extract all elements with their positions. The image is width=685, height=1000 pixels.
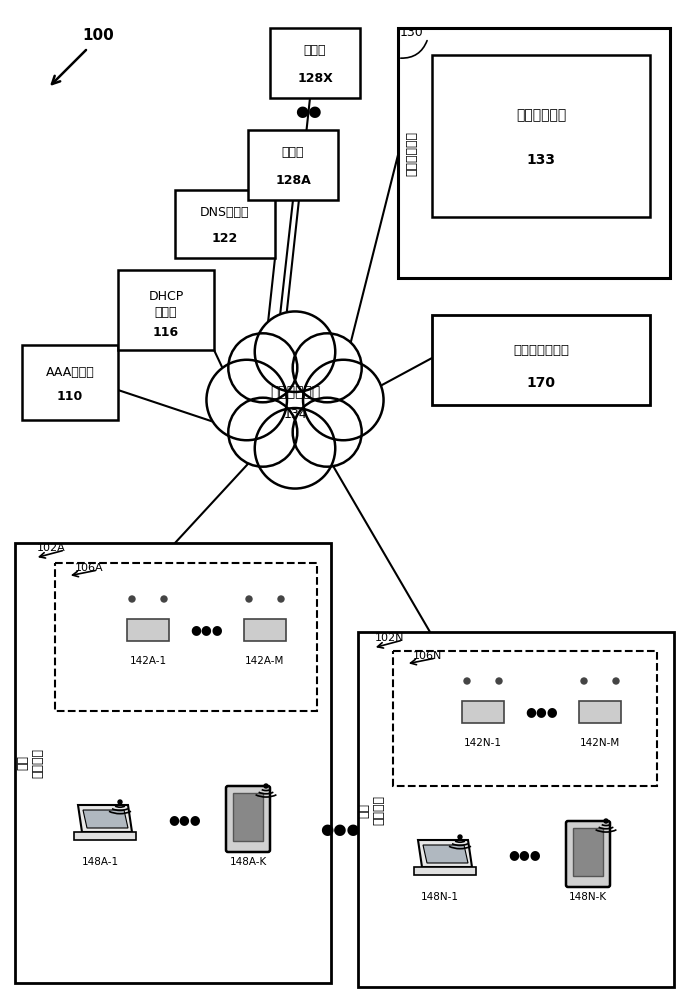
Text: 110: 110 [57, 390, 83, 403]
Text: ●●●: ●●● [169, 814, 201, 826]
Text: ●●●: ●●● [320, 822, 360, 838]
Circle shape [255, 311, 335, 392]
FancyBboxPatch shape [118, 270, 214, 350]
FancyBboxPatch shape [432, 55, 650, 217]
Polygon shape [78, 805, 132, 832]
FancyBboxPatch shape [22, 345, 118, 420]
Text: 位置确定服务器: 位置确定服务器 [513, 344, 569, 357]
Text: ●●●: ●●● [525, 706, 558, 718]
Circle shape [292, 398, 362, 467]
FancyBboxPatch shape [579, 701, 621, 723]
Polygon shape [418, 840, 472, 867]
FancyBboxPatch shape [233, 793, 263, 841]
Circle shape [613, 678, 619, 684]
Text: 虚拟网络助理: 虚拟网络助理 [516, 108, 566, 122]
Text: 站点
无线网络: 站点 无线网络 [357, 795, 385, 825]
FancyBboxPatch shape [270, 28, 360, 98]
Text: DNS服务器: DNS服务器 [200, 206, 250, 219]
Text: 102N: 102N [375, 633, 405, 643]
Text: AAA服务器: AAA服务器 [46, 366, 95, 379]
FancyBboxPatch shape [15, 543, 331, 983]
Polygon shape [414, 867, 476, 875]
Circle shape [604, 819, 608, 823]
FancyBboxPatch shape [226, 786, 270, 852]
Text: 170: 170 [527, 376, 556, 390]
FancyBboxPatch shape [573, 828, 603, 876]
Text: 148N-1: 148N-1 [421, 892, 459, 902]
Text: 站点
无线网络: 站点 无线网络 [16, 748, 44, 778]
FancyBboxPatch shape [358, 632, 674, 987]
Text: （多个）网络: （多个）网络 [270, 385, 320, 399]
Circle shape [246, 596, 252, 602]
Text: 142N-1: 142N-1 [464, 738, 502, 748]
Text: 142N-M: 142N-M [580, 738, 620, 748]
Text: 网络管理系统: 网络管理系统 [406, 130, 419, 176]
FancyBboxPatch shape [566, 821, 610, 887]
Circle shape [303, 360, 384, 440]
FancyBboxPatch shape [127, 619, 169, 641]
Circle shape [264, 784, 268, 788]
Circle shape [496, 678, 502, 684]
Circle shape [161, 596, 167, 602]
Circle shape [458, 835, 462, 839]
Circle shape [581, 678, 587, 684]
Text: 148A-K: 148A-K [229, 857, 266, 867]
Text: 服务器: 服务器 [282, 145, 304, 158]
Text: 133: 133 [527, 153, 556, 167]
Text: 106N: 106N [413, 651, 443, 661]
Circle shape [292, 333, 362, 402]
Text: 116: 116 [153, 326, 179, 338]
Text: 100: 100 [82, 27, 114, 42]
Text: 128X: 128X [297, 72, 333, 85]
Circle shape [129, 596, 135, 602]
Text: 130: 130 [400, 25, 424, 38]
Text: 服务器: 服务器 [155, 306, 177, 318]
FancyBboxPatch shape [398, 28, 670, 278]
Circle shape [228, 333, 297, 402]
Circle shape [278, 596, 284, 602]
Circle shape [255, 408, 335, 489]
Circle shape [464, 678, 470, 684]
FancyBboxPatch shape [393, 651, 657, 786]
Text: 128A: 128A [275, 174, 311, 186]
FancyBboxPatch shape [462, 701, 504, 723]
Polygon shape [83, 810, 128, 828]
Text: 142A-1: 142A-1 [129, 656, 166, 666]
Text: 102A: 102A [37, 543, 66, 553]
FancyBboxPatch shape [55, 563, 317, 711]
Text: 134: 134 [283, 408, 307, 420]
Circle shape [228, 398, 297, 467]
FancyBboxPatch shape [248, 130, 338, 200]
Circle shape [118, 800, 122, 804]
Text: 142A-M: 142A-M [245, 656, 285, 666]
FancyBboxPatch shape [432, 315, 650, 405]
Text: 106A: 106A [75, 563, 103, 573]
Polygon shape [423, 845, 468, 863]
Text: ●●●: ●●● [190, 624, 223, 637]
Text: DHCP: DHCP [149, 290, 184, 302]
FancyBboxPatch shape [175, 190, 275, 258]
Text: 148N-K: 148N-K [569, 892, 607, 902]
FancyBboxPatch shape [244, 619, 286, 641]
Text: ●●●: ●●● [509, 848, 541, 861]
Polygon shape [74, 832, 136, 840]
Text: 服务器: 服务器 [303, 43, 326, 56]
Text: ●●: ●● [295, 104, 321, 119]
Text: 122: 122 [212, 232, 238, 244]
Text: 148A-1: 148A-1 [82, 857, 119, 867]
Circle shape [206, 360, 287, 440]
